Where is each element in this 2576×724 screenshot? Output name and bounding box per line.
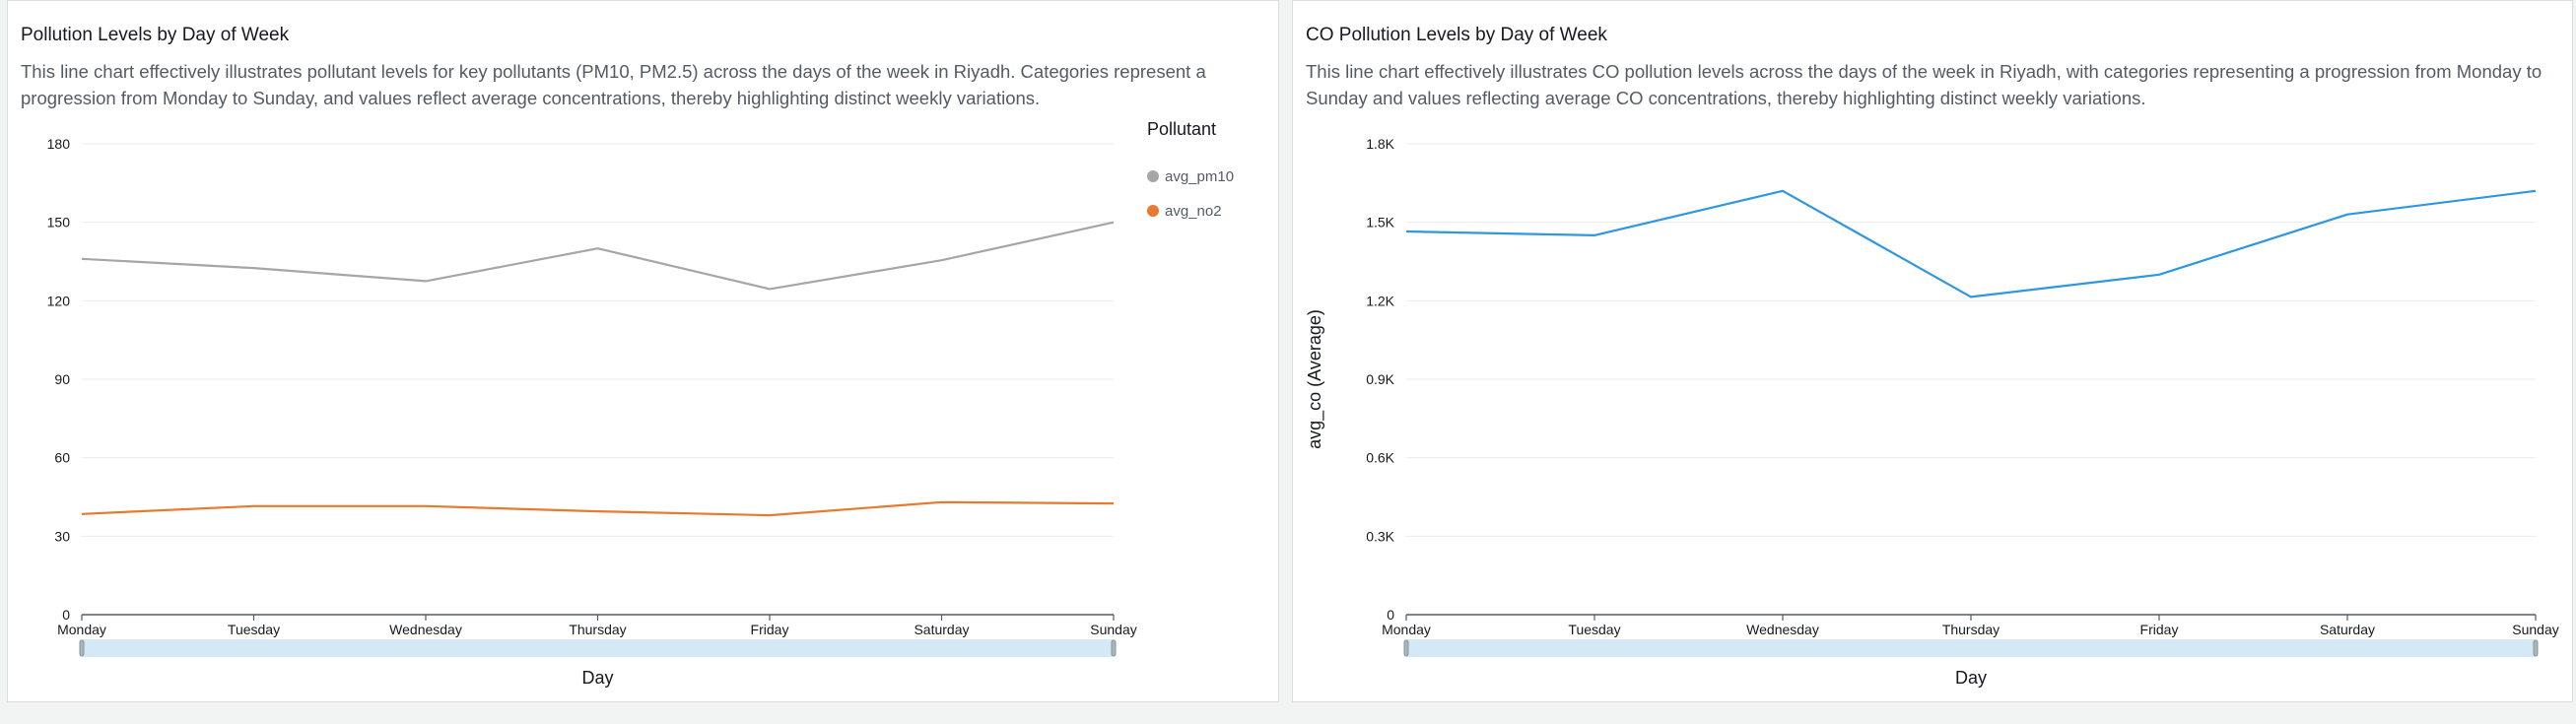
range-slider-track: [82, 639, 1114, 657]
x-tick-label: Tuesday: [1568, 622, 1620, 637]
chart-description: This line chart effectively illustrates …: [1306, 61, 2542, 108]
y-tick-label: 0: [62, 607, 70, 623]
y-axis-title: avg_co (Average): [1305, 309, 1325, 449]
chart-panel-pollutants: Pollution Levels by Day of Week This lin…: [7, 0, 1279, 702]
x-tick-label: Sunday: [1090, 622, 1136, 637]
legend-label: avg_no2: [1165, 203, 1222, 220]
chart-title: CO Pollution Levels by Day of Week: [1306, 25, 1607, 45]
chart-title: Pollution Levels by Day of Week: [21, 25, 290, 45]
legend-swatch: [1147, 170, 1159, 182]
y-tick-label: 90: [54, 371, 70, 387]
x-tick-label: Tuesday: [228, 622, 280, 637]
x-axis-title: Day: [1955, 668, 1987, 688]
range-slider-handle-left: [1403, 639, 1409, 657]
y-tick-label: 0: [1387, 607, 1394, 623]
y-tick-label: 1.5K: [1366, 215, 1394, 230]
x-tick-label: Saturday: [914, 622, 969, 637]
chart-pollutants: 0 30 60 90 120 150 180 Monday Tuesday Wednesday Th…: [47, 119, 1234, 688]
y-tick-label: 0.3K: [1366, 528, 1394, 544]
x-tick-label: Thursday: [1942, 622, 2000, 637]
legend-swatch: [1147, 205, 1159, 217]
x-tick-label: Wednesday: [1746, 622, 1819, 637]
y-tick-label: 1.8K: [1366, 136, 1394, 152]
range-slider-handle-left: [79, 639, 85, 657]
series-line-series-0: [1405, 189, 2537, 298]
y-tick-label: 180: [47, 136, 71, 152]
x-tick-label: Monday: [57, 622, 106, 637]
y-tick-label: 150: [47, 215, 71, 230]
x-tick-label: Wednesday: [389, 622, 462, 637]
y-tick-label: 30: [54, 528, 70, 544]
chart-description: This line chart effectively illustrates …: [21, 61, 1206, 108]
y-tick-label: 0.9K: [1366, 371, 1394, 387]
chart-co: 0 0.3K 0.6K 0.9K 1.2K 1.5K 1.8K Monday Tuesday We…: [1305, 136, 2559, 688]
x-tick-label: Friday: [751, 622, 789, 637]
y-tick-label: 120: [47, 293, 71, 308]
range-slider-handle-right: [1111, 639, 1117, 657]
range-slider-track: [1406, 639, 2536, 657]
x-tick-label: Sunday: [2512, 622, 2558, 637]
legend-label: avg_pm10: [1165, 168, 1234, 185]
series-line-avg_no2: [81, 500, 1115, 517]
x-tick-label: Thursday: [569, 622, 626, 637]
y-tick-label: 60: [54, 450, 70, 466]
y-tick-label: 0.6K: [1366, 450, 1394, 466]
x-axis-title: Day: [581, 668, 613, 688]
x-tick-label: Monday: [1382, 622, 1431, 637]
range-slider-handle-right: [2533, 639, 2539, 657]
legend-title: Pollutant: [1147, 119, 1216, 139]
x-tick-label: Saturday: [2320, 622, 2375, 637]
chart-panel-co: CO Pollution Levels by Day of Week This …: [1292, 0, 2573, 702]
x-tick-label: Friday: [2140, 622, 2179, 637]
y-tick-label: 1.2K: [1366, 293, 1394, 308]
series-line-avg_pm10: [81, 221, 1115, 291]
